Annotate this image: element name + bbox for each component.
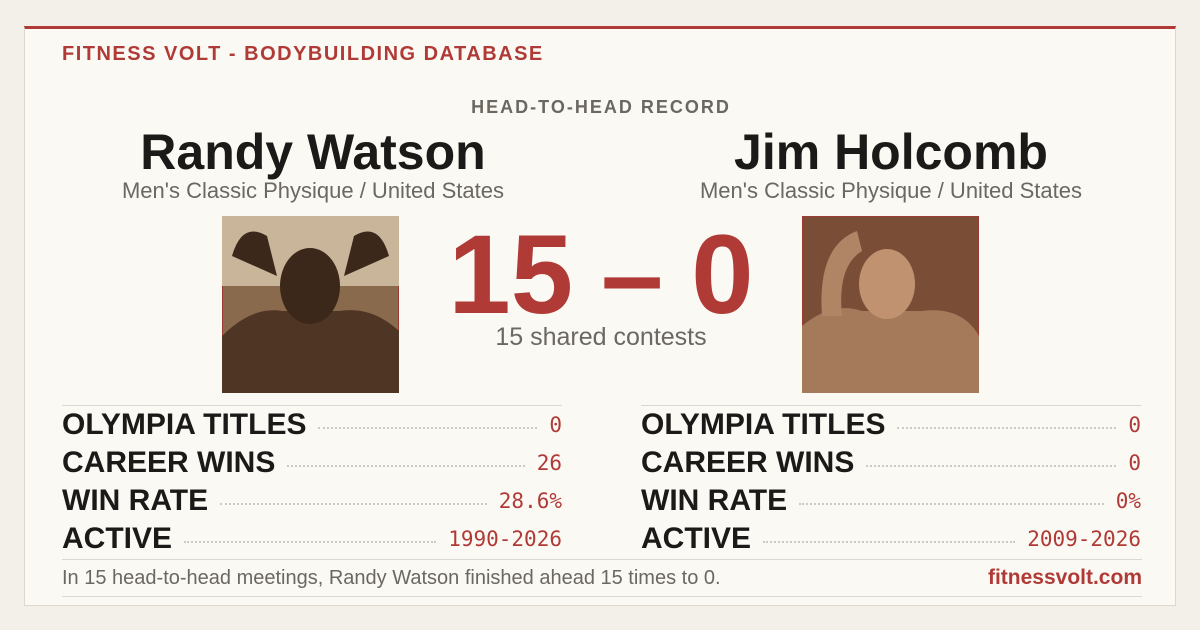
- stat-row: OLYMPIA TITLES 0: [641, 406, 1141, 444]
- brand: FITNESS VOLT - BODYBUILDING DATABASE: [62, 43, 544, 65]
- stat-label: ACTIVE: [641, 522, 752, 555]
- score-separator: –: [600, 212, 664, 337]
- stats-left: OLYMPIA TITLES 0 CAREER WINS 26 WIN RATE 28.6…: [62, 405, 562, 558]
- leader-dots: [763, 541, 1016, 543]
- stat-row: WIN RATE 0%: [641, 482, 1141, 520]
- stat-value: 28.6%: [498, 489, 562, 513]
- leader-dots: [184, 541, 437, 543]
- leader-dots: [287, 465, 525, 467]
- stat-label: CAREER WINS: [641, 446, 855, 479]
- athlete-name: Jim Holcomb: [734, 124, 1048, 180]
- footer: In 15 head-to-head meetings, Randy Watso…: [62, 559, 1142, 597]
- leader-dots: [318, 427, 538, 429]
- stat-value: 2009-2026: [1027, 527, 1141, 551]
- score: 15–0: [25, 205, 1177, 345]
- athlete-photo: [802, 216, 979, 393]
- footer-summary: In 15 head-to-head meetings, Randy Watso…: [62, 566, 721, 589]
- stat-value: 26: [536, 451, 562, 475]
- stat-value: 1990-2026: [448, 527, 562, 551]
- leader-dots: [220, 503, 487, 505]
- stat-value: 0%: [1115, 489, 1141, 513]
- stat-row: CAREER WINS 26: [62, 444, 562, 482]
- leader-dots: [799, 503, 1104, 505]
- stat-row: ACTIVE 2009-2026: [641, 520, 1141, 558]
- athlete-division: Men's Classic Physique / United States: [121, 178, 505, 203]
- stat-row: ACTIVE 1990-2026: [62, 520, 562, 558]
- athlete-division: Men's Classic Physique / United States: [699, 178, 1083, 203]
- leader-dots: [866, 465, 1117, 467]
- score-caption: 15 shared contests: [495, 323, 707, 351]
- card: FITNESS VOLT - BODYBUILDING DATABASE HEA…: [24, 26, 1176, 606]
- stat-label: WIN RATE: [62, 484, 209, 517]
- athlete-name: Randy Watson: [140, 124, 486, 180]
- athlete-photo: [222, 216, 399, 393]
- stat-label: WIN RATE: [641, 484, 788, 517]
- leader-dots: [897, 427, 1117, 429]
- stats-right: OLYMPIA TITLES 0 CAREER WINS 0 WIN RATE 0% ACT…: [641, 405, 1141, 558]
- stat-row: OLYMPIA TITLES 0: [62, 406, 562, 444]
- footer-site: fitnessvolt.com: [987, 566, 1142, 589]
- subtitle: HEAD-TO-HEAD RECORD: [471, 97, 731, 117]
- score-right: 0: [691, 212, 754, 337]
- stat-label: ACTIVE: [62, 522, 173, 555]
- stat-label: OLYMPIA TITLES: [641, 408, 886, 441]
- stat-value: 0: [1128, 413, 1141, 437]
- stat-row: CAREER WINS 0: [641, 444, 1141, 482]
- stat-value: 0: [1128, 451, 1141, 475]
- stat-row: WIN RATE 28.6%: [62, 482, 562, 520]
- score-left: 15: [448, 212, 573, 337]
- stat-label: CAREER WINS: [62, 446, 276, 479]
- stat-value: 0: [549, 413, 562, 437]
- stat-label: OLYMPIA TITLES: [62, 408, 307, 441]
